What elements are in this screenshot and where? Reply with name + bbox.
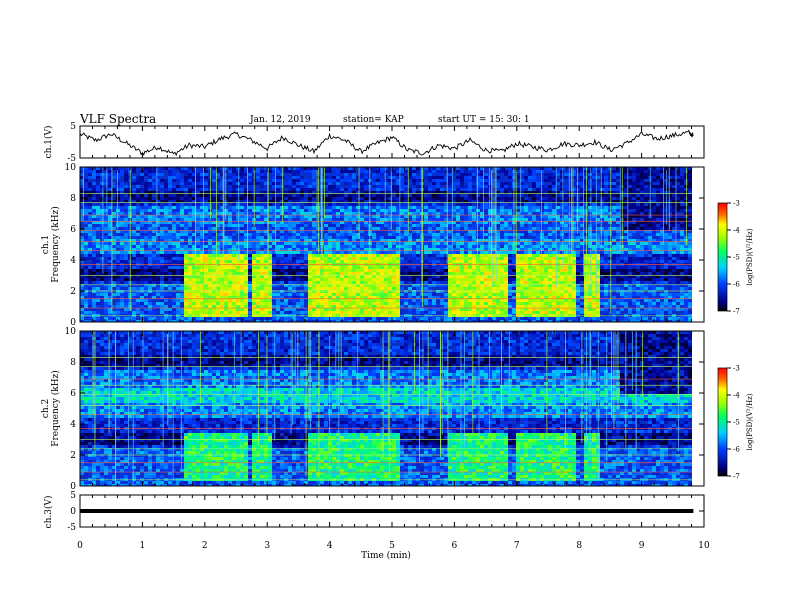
y-tick-label: 2 xyxy=(70,451,76,461)
ch1-spectrogram-panel: 0 2 4 6 8 10 ch.1 Frequency (kHz) xyxy=(41,163,705,328)
ch2-spectrogram-panel: 0 2 4 6 8 10 ch.2 Frequency (kHz) xyxy=(41,327,705,492)
colorbar-label: log(PSD)(V²/Hz) xyxy=(746,393,754,450)
x-tick-label: 1 xyxy=(140,541,146,551)
colorbars: -3 -4 -5 -6 -7 log(PSD)(V²/Hz) -3 -4 -5 -6 -7 log(P… xyxy=(717,200,754,481)
y-tick-label: 8 xyxy=(70,194,76,204)
colorbar-tick-label: -4 xyxy=(733,392,740,400)
ch1-waveform-panel: 5 -5 xyxy=(67,122,705,164)
x-tick-label: 9 xyxy=(639,541,645,551)
y-tick-label: 10 xyxy=(65,327,77,337)
y-tick-label: -5 xyxy=(67,154,76,164)
x-tick-label: 5 xyxy=(389,541,395,551)
colorbar-tick-label: -7 xyxy=(733,308,740,316)
y-tick-label: 6 xyxy=(70,389,76,399)
spectrogram-image xyxy=(80,167,692,322)
channel-label: ch.1 xyxy=(41,235,51,254)
colorbar-tick-label: -5 xyxy=(733,419,740,427)
colorbar-tick-label: -4 xyxy=(733,227,740,235)
colorbar-tick-label: -5 xyxy=(733,254,740,262)
y-tick-label: 5 xyxy=(70,122,76,132)
y-tick-label: 4 xyxy=(70,420,76,430)
x-tick-label: 7 xyxy=(514,541,520,551)
x-tick-label: 0 xyxy=(77,541,83,551)
date-label: Jan. 12, 2019 xyxy=(249,115,311,125)
y-tick-label: 6 xyxy=(70,225,76,235)
colorbar-tick-label: -3 xyxy=(733,200,740,208)
colorbar-tick-label: -7 xyxy=(733,473,740,481)
station-label: station= KAP xyxy=(343,115,404,125)
x-tick-label: 8 xyxy=(576,541,582,551)
start-time-label: start UT = 15: 30: 1 xyxy=(438,115,530,125)
y-tick-label: -5 xyxy=(67,523,76,533)
y-tick-label: 8 xyxy=(70,358,76,368)
colorbar-tick-label: -6 xyxy=(733,281,740,289)
frequency-axis-label: Frequency (kHz) xyxy=(50,370,61,447)
x-tick-label: 3 xyxy=(264,541,270,551)
y-tick-label: 2 xyxy=(70,287,76,297)
colorbar xyxy=(717,202,728,312)
y-tick-label: 4 xyxy=(70,256,76,266)
colorbar-label: log(PSD)(V²/Hz) xyxy=(746,228,754,285)
time-axis-label: Time (min) xyxy=(361,550,411,561)
y-tick-label: 0 xyxy=(70,482,76,492)
ch3-waveform-panel: 5 0 -5 xyxy=(67,491,705,533)
y-tick-label: 5 xyxy=(70,491,76,501)
x-tick-label: 6 xyxy=(452,541,458,551)
figure-title: VLF Spectra xyxy=(79,112,156,126)
ch1-waveform-ylabel: ch.1(V) xyxy=(43,126,54,159)
y-tick-label: 10 xyxy=(65,163,77,173)
y-tick-label: 0 xyxy=(70,318,76,328)
colorbar xyxy=(717,367,728,477)
x-tick-label: 10 xyxy=(698,541,710,551)
ch3-waveform-ylabel: ch.3(V) xyxy=(43,496,54,529)
x-tick-label: 4 xyxy=(327,541,333,551)
colorbar-tick-label: -3 xyxy=(733,365,740,373)
spectrogram-image xyxy=(80,331,692,486)
channel-label: ch.2 xyxy=(41,399,51,418)
frequency-axis-label: Frequency (kHz) xyxy=(50,206,61,283)
colorbar-tick-label: -6 xyxy=(733,446,740,454)
waveform-line xyxy=(79,129,694,157)
time-axis: 0 1 2 3 4 5 6 7 8 9 10 xyxy=(77,541,710,551)
x-tick-label: 2 xyxy=(202,541,208,551)
y-tick-label: 0 xyxy=(70,507,76,517)
